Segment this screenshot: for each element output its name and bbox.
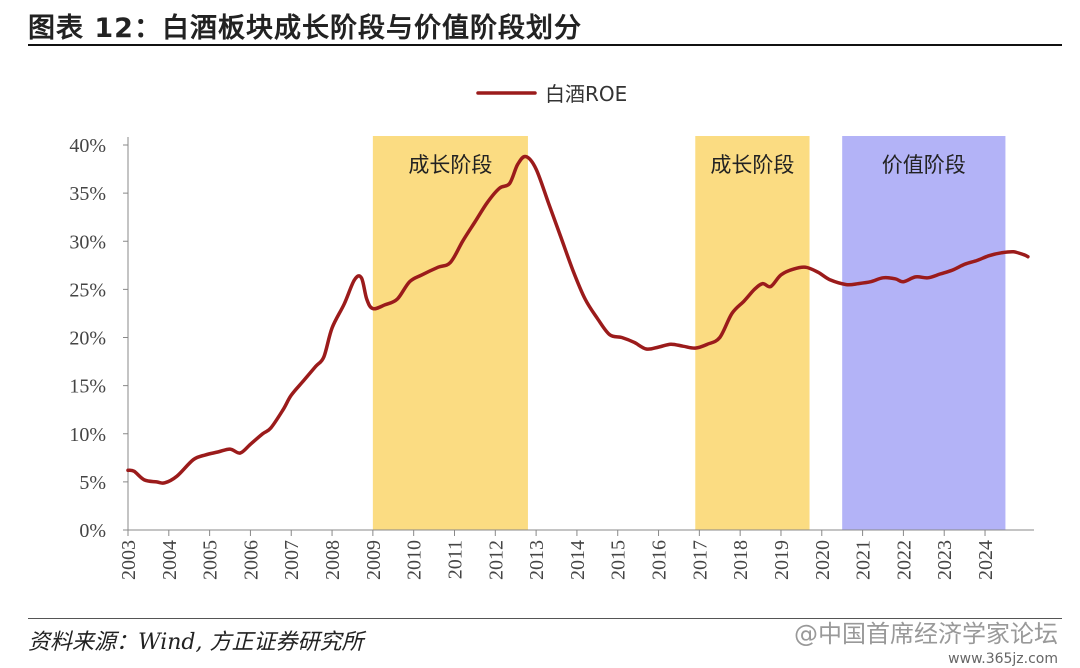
chart-axes: 0% 5% 10% 15% 20% 25% 30% 35% 40% 2003 2004 2005 200… xyxy=(69,135,1034,580)
phase-band-label-2: 成长阶段 xyxy=(710,153,794,177)
watermark: @中国首席经济学家论坛 www.365jz.com xyxy=(794,614,1058,667)
figure-title: 图表 12：白酒板块成长阶段与价值阶段划分 xyxy=(28,13,582,44)
x-tick-label: 2009 xyxy=(363,540,385,580)
watermark-line1: @中国首席经济学家论坛 xyxy=(794,620,1058,648)
phase-band-2 xyxy=(695,136,810,530)
x-tick-label: 2016 xyxy=(649,540,671,580)
footer-rule xyxy=(28,618,1062,619)
y-tick-label: 40% xyxy=(69,135,106,157)
x-tick-label: 2020 xyxy=(812,540,834,580)
series-line-roe xyxy=(126,154,1030,485)
watermark-line2: www.365jz.com xyxy=(948,651,1058,667)
x-tick-label: 2011 xyxy=(444,540,466,579)
x-tick-label: 2010 xyxy=(404,540,426,580)
x-tick-label: 2024 xyxy=(975,540,997,580)
roe-line-chart: 成长阶段 成长阶段 价值阶段 0% 5% 10% 15% 20% 25% 30% 35% 40% 20… xyxy=(69,82,1034,580)
y-tick-label: 35% xyxy=(69,183,106,205)
y-tick-label: 5% xyxy=(79,472,106,494)
x-tick-label: 2022 xyxy=(893,540,915,580)
x-tick-label: 2012 xyxy=(485,540,507,580)
x-tick-label: 2003 xyxy=(118,540,140,580)
x-tick-label: 2018 xyxy=(730,540,752,580)
y-tick-label: 20% xyxy=(69,328,106,350)
phase-band-3 xyxy=(842,136,1006,530)
x-tick-label: 2004 xyxy=(159,540,181,580)
source-note: 资料来源：Wind, 方正证券研究所 xyxy=(28,630,364,655)
chart-legend: 白酒ROE xyxy=(476,82,627,106)
legend-label: 白酒ROE xyxy=(545,82,627,106)
x-tick-label: 2019 xyxy=(771,540,793,580)
phase-band-1 xyxy=(372,136,528,530)
x-tick-label: 2006 xyxy=(240,540,262,580)
x-tick-label: 2015 xyxy=(608,540,630,580)
x-tick-label: 2017 xyxy=(689,540,711,580)
x-tick-label: 2014 xyxy=(567,540,589,580)
x-tick-label: 2023 xyxy=(934,540,956,580)
y-tick-label: 25% xyxy=(69,279,106,301)
x-tick-label: 2021 xyxy=(853,540,875,580)
x-tick-label: 2007 xyxy=(281,540,303,580)
x-tick-label: 2005 xyxy=(200,540,222,580)
chart-series xyxy=(126,154,1030,485)
phase-band-label-1: 成长阶段 xyxy=(408,153,492,177)
y-tick-label: 15% xyxy=(69,376,106,398)
x-tick-label: 2008 xyxy=(322,540,344,580)
phase-band-label-3: 价值阶段 xyxy=(882,153,966,177)
y-tick-label: 0% xyxy=(79,520,106,542)
x-tick-label: 2013 xyxy=(526,540,548,580)
y-tick-label: 30% xyxy=(69,231,106,253)
y-tick-label: 10% xyxy=(69,424,106,446)
phase-bands: 成长阶段 成长阶段 价值阶段 xyxy=(372,136,1006,530)
title-rule xyxy=(28,44,1062,46)
